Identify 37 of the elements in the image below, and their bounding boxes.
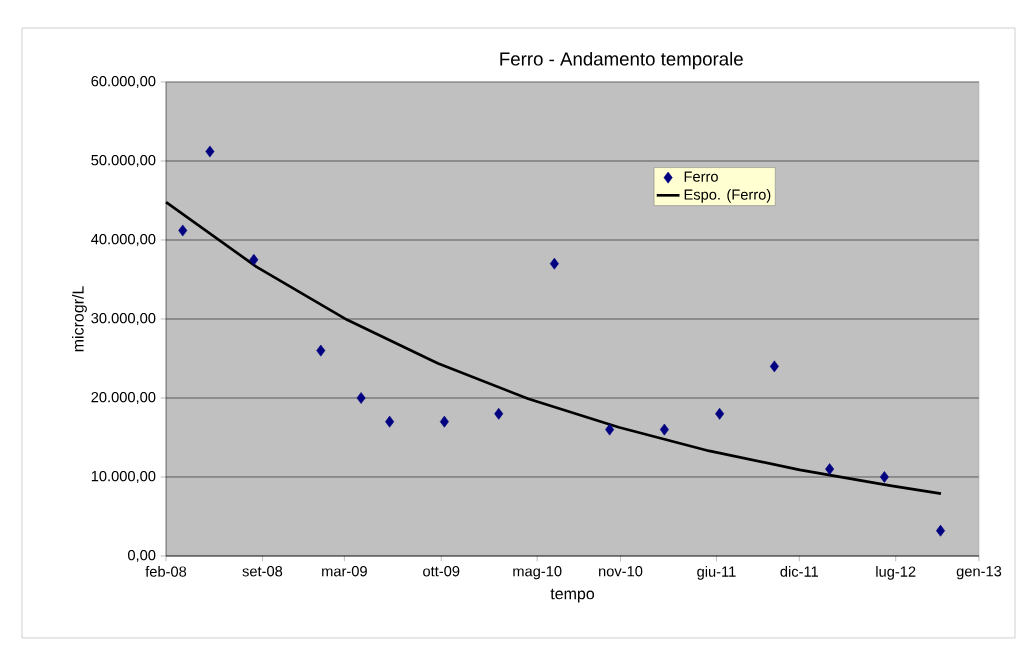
y-tick-label: 60.000,00 — [91, 75, 156, 89]
x-tick-label: set-08 — [242, 566, 283, 577]
x-tick-label: dic-11 — [780, 566, 818, 577]
x-tick-label: feb-08 — [145, 566, 187, 577]
point — [494, 407, 504, 420]
y-tick-label: 20.000,00 — [91, 391, 156, 405]
x-tick-label: ott-09 — [423, 566, 460, 577]
point — [178, 224, 188, 237]
y-tick-label: 50.000,00 — [91, 154, 156, 168]
x-axis-title: tempo — [550, 588, 595, 603]
point — [249, 253, 259, 266]
point — [385, 415, 395, 428]
chart-title: Ferro - Andamento temporale — [500, 51, 743, 70]
x-tick-label: lug-12 — [876, 566, 916, 580]
x-tick-label: mar-09 — [322, 566, 367, 577]
y-tick-label: 40.000,00 — [91, 233, 156, 247]
point — [356, 392, 366, 404]
x-tick-label: mag-10 — [513, 566, 562, 580]
x-tick-label: gen-13 — [956, 566, 1002, 580]
y-tick-label: 0,00 — [127, 549, 156, 563]
point — [769, 360, 779, 373]
point — [715, 407, 725, 420]
x-tick-label: nov-10 — [599, 566, 643, 577]
y-tick-label: 10.000,00 — [91, 470, 156, 484]
x-tick-label: giu-11 — [697, 566, 736, 580]
point — [316, 344, 326, 357]
point — [659, 423, 669, 436]
legend-label: Espo. (Ferro) — [684, 189, 771, 203]
point — [439, 415, 449, 428]
point — [879, 471, 889, 483]
point — [205, 145, 215, 158]
point — [605, 423, 615, 436]
point — [549, 257, 559, 270]
y-axis-title: microgr/L — [71, 286, 87, 352]
y-tick-label: 30.000,00 — [91, 312, 156, 326]
legend-label: Ferro — [684, 171, 718, 182]
point — [825, 463, 835, 475]
